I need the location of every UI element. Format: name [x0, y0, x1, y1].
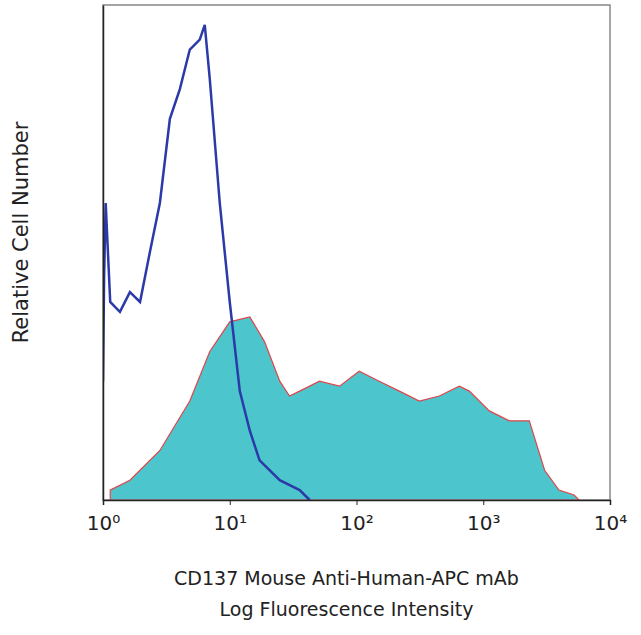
x-axis-title: Log Fluorescence Intensity — [220, 598, 474, 620]
x-tick-label: 10¹ — [214, 511, 247, 535]
x-tick: 10⁰ — [87, 500, 120, 535]
plot-area — [103, 25, 579, 500]
x-tick: 10² — [340, 500, 373, 535]
x-tick-label: 10⁴ — [594, 511, 627, 535]
x-tick-mark — [103, 500, 104, 505]
x-tick-mark — [230, 500, 231, 505]
x-tick-mark — [357, 500, 358, 505]
histogram-line — [103, 25, 310, 500]
x-axis-line — [104, 501, 611, 506]
x-tick-mark — [610, 500, 611, 505]
x-tick: 10⁴ — [594, 500, 627, 535]
x-tick: 10³ — [467, 500, 500, 535]
chart: 10⁰ 10¹ 10² 10³ 10⁴ Relative Cell Number CD137… — [0, 0, 641, 635]
x-tick-label: 10⁰ — [87, 511, 120, 535]
y-axis-line — [103, 6, 105, 501]
x-tick-label: 10² — [340, 511, 373, 535]
x-axis-title: CD137 Mouse Anti-Human-APC mAb — [174, 567, 519, 589]
y-axis-title: Relative Cell Number — [9, 121, 33, 343]
histogram-area — [110, 317, 579, 500]
x-axis: 10⁰ 10¹ 10² 10³ 10⁴ — [87, 500, 627, 535]
x-tick-mark — [483, 500, 484, 505]
plot-frame — [103, 5, 610, 500]
y-axis — [103, 6, 104, 501]
x-tick: 10¹ — [214, 500, 247, 535]
x-tick-label: 10³ — [467, 511, 500, 535]
